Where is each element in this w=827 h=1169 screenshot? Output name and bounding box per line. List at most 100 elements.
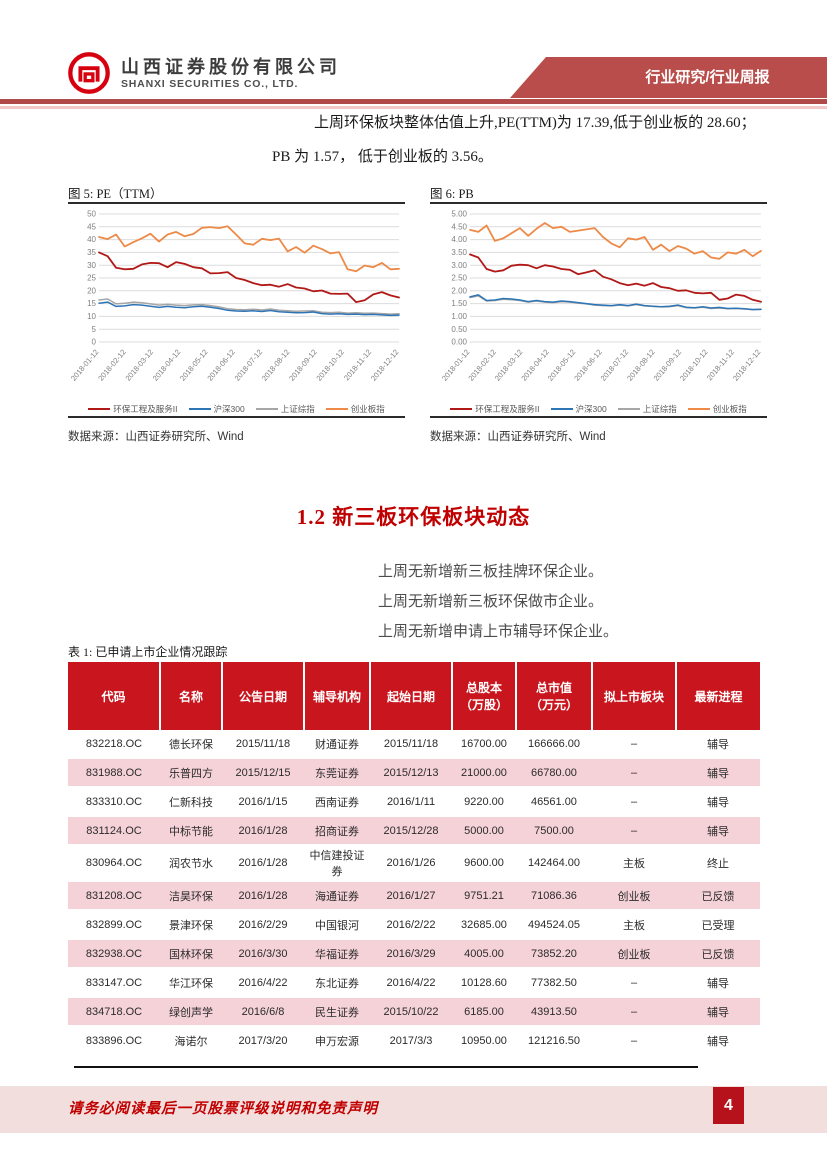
table-cell: 2016/2/22 [386, 918, 436, 931]
table-row: 831208.OC 洁昊环保 2016/1/28 海通证券 2016/1/27 9751.… [68, 881, 760, 910]
table-cell: 2017/3/3 [389, 1034, 433, 1047]
figure-title-pb: 图 6: PB [430, 187, 474, 201]
table-cell: 辅导 [707, 1035, 729, 1048]
table-cell: 2016/4/22 [238, 976, 288, 989]
table-cell: 32685.00 [461, 918, 507, 931]
svg-text:2.50: 2.50 [451, 274, 467, 283]
table-cell: 73852.20 [531, 947, 577, 960]
table-header-cell: 总股本 （万股） [451, 662, 516, 730]
table-row: 833310.OC 仁新科技 2016/1/15 西南证券 2016/1/11 9220.… [68, 787, 760, 816]
svg-text:3.00: 3.00 [451, 261, 467, 270]
legend-swatch [188, 407, 211, 411]
table-header-cell: 拟上市板块 [591, 662, 676, 730]
table-header-cell: 最新进程 [675, 662, 760, 730]
table-cell: 142464.00 [528, 857, 580, 869]
table-cell: 121216.50 [528, 1034, 580, 1047]
bullet-item: 上周无新增申请上市辅导环保企业。 [378, 624, 619, 640]
table-cell: – [630, 824, 638, 837]
table-row: 831988.OC 乐普四方 2015/12/15 东莞证券 2015/12/13 210… [68, 758, 760, 787]
table-row: 832218.OC 德长环保 2015/11/18 财通证券 2015/11/18 167… [68, 730, 760, 758]
table-cell: 831208.OC [85, 889, 143, 902]
table-cell: 终止 [707, 858, 729, 870]
section-heading: 1.2 新三板环保板块动态 [296, 505, 531, 529]
svg-text:2018-10-12: 2018-10-12 [314, 348, 346, 383]
table-cell: 2016/1/28 [238, 889, 288, 902]
legend-item: 上证综指 [255, 403, 315, 415]
svg-text:0: 0 [92, 338, 97, 347]
table-cell: 已受理 [701, 919, 735, 932]
legend-label: 沪深300 [575, 404, 607, 414]
table-cell: 东北证券 [315, 977, 359, 990]
svg-text:4.00: 4.00 [451, 235, 467, 244]
table-header-cell: 公告日期 [221, 662, 304, 730]
table-cell: 中标节能 [169, 825, 213, 838]
svg-text:5: 5 [92, 325, 97, 334]
svg-text:0.00: 0.00 [451, 338, 467, 347]
header-rule-dark [0, 99, 827, 104]
table-cell: 创业板 [617, 890, 651, 903]
table-cell: 创业板 [617, 948, 651, 961]
table-cell: 832218.OC [85, 737, 143, 750]
table-cell: 832899.OC [85, 918, 143, 931]
table-cell: 833310.OC [85, 795, 143, 808]
table-row: 833896.OC 海诺尔 2017/3/20 申万宏源 2017/3/3 10950.0… [68, 1026, 760, 1055]
chart-pb-legend: 环保工程及服务II 沪深300 上证综指 创业板指 [430, 402, 767, 416]
table-cell: 申万宏源 [315, 1035, 359, 1048]
table-cell: 中国银河 [315, 919, 359, 932]
figure-title-pe: 图 5: PE（TTM） [68, 187, 163, 201]
svg-text:10: 10 [87, 312, 96, 321]
table-cell: 仁新科技 [169, 796, 213, 809]
table-cell: 已反馈 [701, 890, 735, 903]
legend-swatch [450, 407, 473, 411]
legend-label: 上证综指 [642, 404, 677, 414]
table-row: 830964.OC 润农节水 2016/1/28 中信建投证券 2016/1/26 960… [68, 845, 760, 881]
legend-label: 上证综指 [280, 404, 315, 414]
table-cell: 2015/12/15 [235, 766, 291, 779]
intro-line-2: PB 为 1.57， 低于创业板的 3.56。 [272, 149, 493, 165]
table-cell: – [630, 737, 638, 750]
svg-text:1.50: 1.50 [451, 299, 467, 308]
table-cell: 494524.05 [528, 918, 580, 931]
table-cell: 66780.00 [531, 766, 577, 779]
data-source-pe: 数据来源：山西证券研究所、Wind [68, 431, 244, 443]
legend-label: 环保工程及服务II [113, 404, 178, 414]
table-cell: 43913.50 [531, 1005, 577, 1018]
table-cell: 2016/1/28 [238, 857, 288, 869]
table-cell: 招商证券 [315, 825, 359, 838]
table-cell: 主板 [623, 919, 645, 932]
legend-item: 环保工程及服务II [88, 403, 178, 415]
table-cell: 21000.00 [461, 766, 507, 779]
table-header-cell: 起始日期 [369, 662, 452, 730]
legend-item: 创业板指 [325, 403, 385, 415]
figure-panel-pb: 图 6: PB 0.00 0.50 1.00 1.50 2.00 2.50 3.00 3.50… [430, 183, 767, 444]
company-name: 山西证券股份有限公司 SHANXI SECURITIES CO., LTD. [121, 56, 341, 91]
table-cell: 166666.00 [528, 737, 580, 750]
table-cell: 10128.60 [461, 976, 507, 989]
table-cell: 831988.OC [85, 766, 143, 779]
table-cell: 2015/12/13 [383, 766, 439, 779]
table-cell: 833147.OC [85, 976, 143, 989]
chart-pe-legend: 环保工程及服务II 沪深300 上证综指 创业板指 [68, 402, 405, 416]
legend-label: 环保工程及服务II [475, 404, 540, 414]
table-cell: 834718.OC [85, 1005, 143, 1018]
table-cell: 5000.00 [464, 824, 504, 837]
table-cell: 2015/10/22 [383, 1005, 439, 1018]
company-name-en: SHANXI SECURITIES CO., LTD. [121, 77, 299, 90]
svg-text:5.00: 5.00 [451, 210, 467, 219]
legend-swatch [325, 407, 348, 411]
table-row: 832899.OC 景津环保 2016/2/29 中国银河 2016/2/22 32685… [68, 910, 760, 939]
table-header-cell: 辅导机构 [303, 662, 370, 730]
table-cell: 辅导 [707, 738, 729, 751]
svg-text:2018-12-12: 2018-12-12 [369, 348, 401, 383]
svg-text:2018-12-12: 2018-12-12 [731, 348, 763, 383]
legend-swatch [88, 407, 111, 411]
table-cell: 乐普四方 [169, 767, 213, 780]
svg-text:20: 20 [87, 286, 96, 295]
table-cell: 77382.50 [531, 976, 577, 989]
table-cell: 2016/3/29 [386, 947, 436, 960]
table-cell: 2017/3/20 [238, 1034, 288, 1047]
table-header-row: 代码 名称 公告日期 辅导机构 起始日期 总股本 （万股） 总市值 （万元） 拟上市板块 最新进程 [68, 662, 760, 730]
figure-rule [430, 416, 767, 418]
table-cell: 德长环保 [169, 738, 213, 751]
